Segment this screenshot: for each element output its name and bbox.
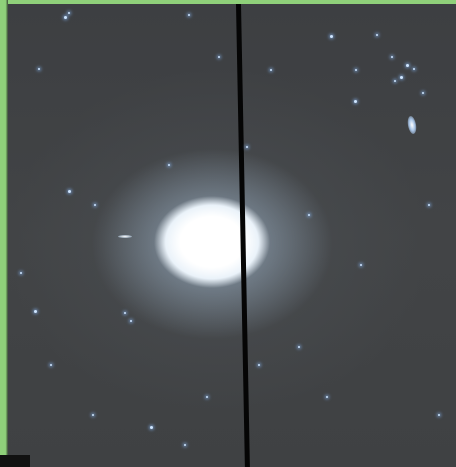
star <box>428 204 430 206</box>
star <box>376 34 378 36</box>
star <box>422 92 424 94</box>
star <box>92 414 94 416</box>
star <box>326 396 328 398</box>
star <box>38 68 40 70</box>
star <box>391 56 393 58</box>
star <box>184 444 186 446</box>
star <box>218 56 220 58</box>
left-border-strip <box>0 0 8 467</box>
star <box>188 14 190 16</box>
star <box>20 272 22 274</box>
star <box>68 190 71 193</box>
star <box>124 312 126 314</box>
star <box>438 414 440 416</box>
star <box>258 364 260 366</box>
star <box>168 164 170 166</box>
star <box>406 64 409 67</box>
star <box>246 146 248 148</box>
edge-on-galaxy-streak <box>118 235 132 238</box>
star <box>394 80 396 82</box>
star <box>50 364 52 366</box>
star <box>298 346 300 348</box>
star <box>64 16 67 19</box>
deep-sky-image <box>8 4 456 467</box>
star <box>354 100 357 103</box>
star <box>400 76 403 79</box>
star <box>34 310 37 313</box>
detector-chip-gap <box>236 4 250 467</box>
star <box>308 214 310 216</box>
star <box>413 68 415 70</box>
star <box>130 320 132 322</box>
bottom-left-mask <box>0 455 30 467</box>
star <box>270 69 272 71</box>
star <box>360 264 362 266</box>
star <box>330 35 333 38</box>
star <box>150 426 153 429</box>
star <box>355 69 357 71</box>
background-spiral-galaxy <box>406 115 418 135</box>
star <box>94 204 96 206</box>
star <box>68 12 70 14</box>
star <box>206 396 208 398</box>
